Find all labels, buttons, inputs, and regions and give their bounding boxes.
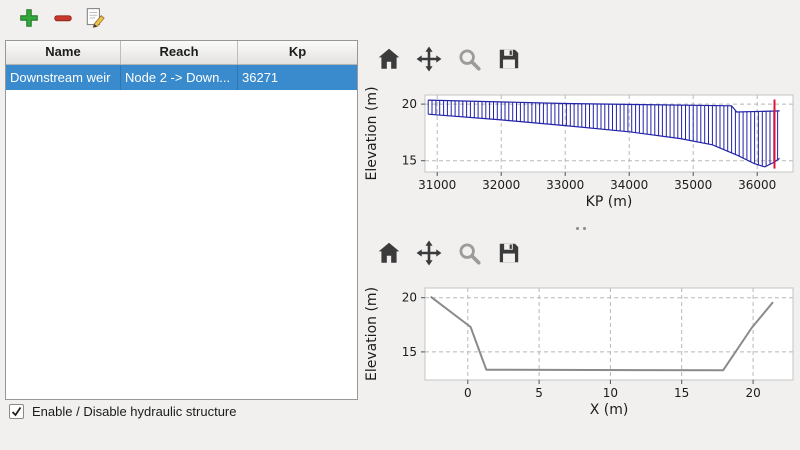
- cell-name: Downstream weir: [6, 65, 121, 90]
- column-header-kp[interactable]: Kp: [288, 44, 307, 59]
- edit-structure-button[interactable]: [84, 7, 106, 29]
- main-toolbar: [0, 0, 800, 36]
- svg-text:0: 0: [464, 386, 472, 400]
- save-icon: [496, 240, 522, 266]
- enable-structure-checkbox[interactable]: [9, 404, 24, 419]
- remove-structure-button[interactable]: [52, 7, 74, 29]
- save-icon: [496, 46, 522, 72]
- zoom-icon: [456, 240, 482, 266]
- zoom-icon: [456, 46, 482, 72]
- chart2-home-button[interactable]: [376, 240, 402, 266]
- cell-kp: 36271: [242, 70, 279, 85]
- svg-text:5: 5: [535, 386, 543, 400]
- table-row[interactable]: Downstream weir Node 2 -> Down... 36271: [6, 65, 357, 90]
- svg-text:31000: 31000: [418, 178, 456, 192]
- svg-text:15: 15: [402, 345, 417, 359]
- cross-section-chart[interactable]: 0 5 10 15 20 15 20 X (m) Elevation (m): [362, 274, 800, 450]
- svg-text:35000: 35000: [674, 178, 712, 192]
- pan-icon: [416, 240, 442, 266]
- chart2-zoom-button[interactable]: [456, 240, 482, 266]
- enable-structure-label: Enable / Disable hydraulic structure: [32, 404, 237, 419]
- svg-text:20: 20: [402, 291, 417, 305]
- cross-section-panel: 0 5 10 15 20 15 20 X (m) Elevation (m): [362, 232, 800, 450]
- cell-reach: Node 2 -> Down...: [121, 65, 238, 90]
- edit-icon: [84, 7, 106, 29]
- svg-text:X (m): X (m): [590, 402, 629, 418]
- svg-text:KP (m): KP (m): [586, 194, 633, 210]
- svg-text:20: 20: [745, 386, 760, 400]
- chart2-save-button[interactable]: [496, 240, 522, 266]
- svg-text:15: 15: [402, 154, 417, 168]
- svg-text:33000: 33000: [546, 178, 584, 192]
- add-icon: [18, 7, 40, 29]
- home-icon: [376, 46, 402, 72]
- pan-button[interactable]: [416, 240, 442, 266]
- checkmark-icon: [11, 407, 22, 417]
- table-header: Name Reach Kp: [6, 41, 357, 65]
- svg-text:36000: 36000: [738, 178, 776, 192]
- chart1-home-button[interactable]: [376, 46, 402, 72]
- column-header-reach[interactable]: Reach: [121, 41, 238, 64]
- longitudinal-profile-chart[interactable]: 31000 32000 33000 34000 35000 36000 15 20 KP (m)…: [362, 78, 800, 225]
- minus-icon: [52, 7, 74, 29]
- panel-splitter-handle[interactable]: [362, 225, 800, 232]
- enable-structure-row: Enable / Disable hydraulic structure: [9, 404, 237, 419]
- add-structure-button[interactable]: [18, 7, 40, 29]
- home-icon: [376, 240, 402, 266]
- svg-text:34000: 34000: [610, 178, 648, 192]
- svg-text:20: 20: [402, 97, 417, 111]
- svg-text:Elevation (m): Elevation (m): [364, 86, 380, 180]
- pan-icon: [416, 46, 442, 72]
- chart1-save-button[interactable]: [496, 46, 522, 72]
- svg-text:Elevation (m): Elevation (m): [364, 287, 380, 381]
- chart1-zoom-button[interactable]: [456, 46, 482, 72]
- chart1-pan-button[interactable]: [416, 46, 442, 72]
- structures-table: Name Reach Kp Downstream weir Node 2 -> …: [5, 40, 358, 400]
- svg-text:32000: 32000: [482, 178, 520, 192]
- svg-text:10: 10: [603, 386, 618, 400]
- longitudinal-profile-panel: 31000 32000 33000 34000 35000 36000 15 20 KP (m)…: [362, 40, 800, 225]
- column-header-name[interactable]: Name: [6, 41, 121, 64]
- svg-text:15: 15: [674, 386, 689, 400]
